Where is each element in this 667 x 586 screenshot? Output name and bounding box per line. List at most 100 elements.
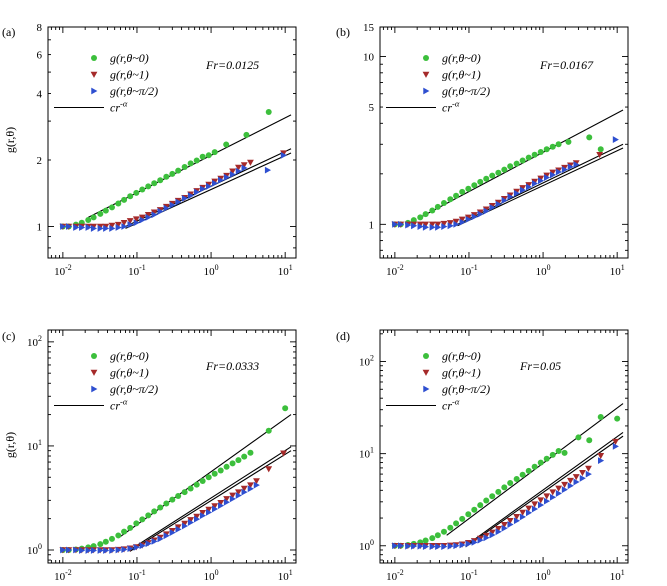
data-point (452, 218, 460, 225)
data-point (555, 447, 562, 454)
data-point (240, 162, 248, 169)
data-point (97, 225, 104, 232)
froude-annotation: Fr=0.0167 (539, 58, 594, 72)
data-point (579, 474, 586, 482)
y-tick-label: 101 (359, 446, 374, 461)
data-point (247, 482, 254, 489)
data-point (157, 208, 164, 215)
data-point (265, 466, 273, 473)
data-point (132, 216, 140, 223)
data-point (181, 163, 188, 170)
x-tick-label: 10-1 (460, 263, 478, 278)
legend-marker (91, 353, 97, 359)
data-point (247, 449, 254, 456)
y-tick-label: 4 (37, 88, 43, 100)
data-point (157, 177, 164, 184)
data-point (121, 223, 128, 230)
x-tick-label: 10-2 (54, 263, 72, 278)
data-point (90, 225, 98, 232)
data-point (133, 189, 140, 196)
data-point (169, 201, 176, 209)
data-point (531, 505, 539, 513)
data-point (120, 220, 128, 227)
data-point (434, 221, 442, 228)
data-point (175, 493, 182, 500)
data-point (612, 442, 619, 450)
data-point (121, 528, 128, 535)
froude-annotation: Fr=0.0125 (205, 58, 259, 72)
data-point (495, 200, 502, 208)
data-point (199, 153, 206, 160)
data-point (280, 150, 287, 157)
data-point (199, 185, 207, 193)
x-tick-label: 10-2 (54, 568, 72, 583)
legend-label: cr-α (442, 397, 460, 413)
fit-line (465, 431, 624, 547)
data-point (229, 492, 236, 499)
data-point (73, 546, 80, 554)
data-point (531, 501, 539, 508)
data-point (422, 543, 430, 550)
data-point (151, 537, 158, 545)
x-tick-label: 101 (278, 568, 293, 583)
y-tick-label: 2 (37, 155, 43, 167)
data-point (187, 519, 195, 526)
data-point (235, 164, 242, 171)
data-point (139, 516, 146, 523)
data-point (471, 213, 478, 221)
data-point (435, 543, 442, 550)
data-point (163, 532, 170, 540)
data-point (175, 525, 182, 533)
data-point (97, 541, 104, 548)
data-point (280, 450, 287, 457)
data-point (453, 192, 460, 199)
data-point (586, 134, 593, 141)
chart-panel-b: 10-2 10-1 100 101151015(b)g(r,θ~0)g(r,θ~1)g… (336, 22, 629, 278)
data-point (471, 538, 478, 546)
data-point (145, 540, 152, 548)
data-point (151, 508, 158, 515)
data-point (265, 427, 272, 434)
data-point (614, 415, 621, 422)
data-point (465, 511, 472, 518)
data-point (229, 495, 236, 503)
x-tick-label: 10-2 (386, 568, 404, 583)
data-point (66, 223, 73, 230)
data-point (429, 535, 436, 542)
data-point (565, 138, 572, 145)
data-point (531, 180, 539, 187)
data-point (507, 193, 514, 201)
data-point (429, 543, 436, 550)
data-point (282, 405, 289, 412)
data-point (163, 500, 170, 507)
data-point (223, 496, 230, 503)
data-point (223, 173, 230, 181)
data-point (465, 540, 472, 548)
data-point (181, 195, 189, 202)
data-point (422, 223, 430, 231)
fit-line (129, 450, 292, 552)
data-point (585, 470, 592, 478)
data-point (519, 513, 527, 521)
data-point (435, 223, 442, 231)
data-point (513, 160, 520, 167)
data-point (501, 166, 508, 173)
data-point (453, 220, 460, 228)
x-tick-label: 10-1 (128, 568, 146, 583)
data-point (489, 531, 496, 539)
data-point (103, 547, 110, 554)
data-point (127, 524, 134, 531)
data-point (187, 192, 195, 199)
data-point (495, 528, 502, 536)
data-point (223, 498, 230, 506)
data-point (543, 172, 551, 179)
data-point (85, 224, 92, 231)
legend-label: g(r,θ~1) (442, 366, 481, 380)
legend-label: cr-α (442, 99, 460, 115)
data-point (561, 486, 568, 494)
y-tick-label: 100 (359, 538, 374, 553)
data-point (494, 526, 502, 533)
data-point (550, 171, 557, 179)
data-point (417, 214, 424, 221)
